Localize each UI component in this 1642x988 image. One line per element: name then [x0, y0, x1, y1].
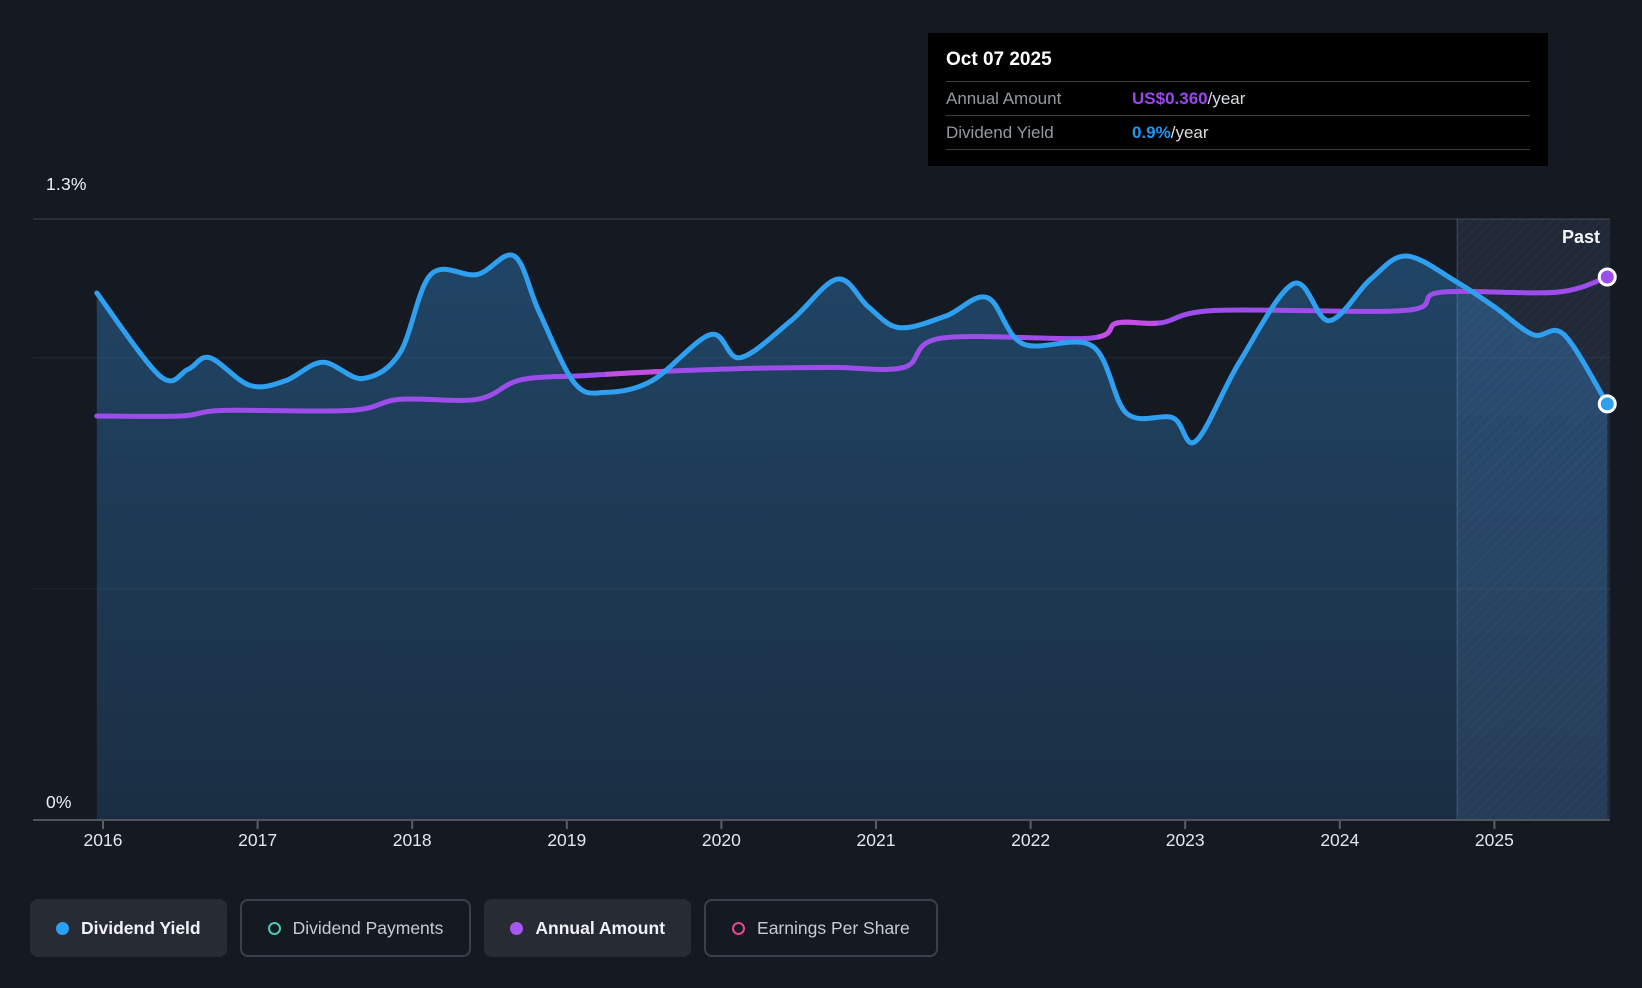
filled-dot-icon [56, 921, 69, 935]
tooltip-row-annual-amount: Annual Amount US$0.360/year [946, 82, 1530, 116]
chart-legend: Dividend Yield Dividend Payments Annual Am… [30, 899, 938, 957]
dividend-yield-line [94, 252, 1610, 446]
x-axis-label-2017: 2017 [238, 830, 278, 850]
legend-dividend-payments[interactable]: Dividend Payments [239, 899, 472, 957]
annual-amount-line [94, 274, 1610, 419]
tooltip-label: Annual Amount [946, 88, 1062, 108]
past-region-label: Past [1561, 227, 1600, 247]
x-axis-label-2018: 2018 [392, 830, 432, 850]
x-axis-label-2024: 2024 [1320, 830, 1360, 850]
dividend-yield-area-fill [96, 254, 1608, 821]
tooltip-value-suffix: /year [1170, 122, 1209, 142]
legend-label: Dividend Payments [292, 917, 444, 938]
tooltip-row-dividend-yield: Dividend Yield 0.9%/year [946, 116, 1530, 150]
tooltip-value-suffix: /year [1207, 88, 1246, 108]
hollow-dot-icon [732, 921, 746, 935]
tooltip-value: US$0.360 [1132, 88, 1208, 108]
tooltip-value: 0.9% [1132, 122, 1171, 142]
filled-dot-icon [510, 921, 524, 935]
x-axis-label-2021: 2021 [856, 830, 896, 850]
legend-label: Earnings Per Share [757, 917, 910, 938]
hollow-dot-icon [267, 921, 281, 935]
tooltip-date: Oct 07 2025 [946, 33, 1530, 82]
x-axis-label-2025: 2025 [1474, 830, 1514, 850]
x-axis-label-2019: 2019 [547, 830, 587, 850]
legend-earnings-per-share[interactable]: Earnings Per Share [704, 899, 938, 957]
endpoint-marker-dividend-yield [1597, 394, 1617, 414]
x-axis-label-2016: 2016 [83, 830, 123, 850]
tooltip-label: Dividend Yield [946, 122, 1054, 142]
past-region-hatch [1457, 219, 1610, 820]
legend-label: Dividend Yield [81, 917, 201, 938]
legend-dividend-yield[interactable]: Dividend Yield [30, 899, 227, 957]
y-axis-label-top: 1.3% [46, 174, 87, 194]
x-axis-label-2020: 2020 [701, 830, 741, 850]
legend-annual-amount[interactable]: Annual Amount [484, 899, 692, 957]
y-axis-label-zero: 0% [46, 792, 72, 812]
x-axis-label-2022: 2022 [1011, 830, 1051, 850]
x-axis-label-2023: 2023 [1165, 830, 1205, 850]
tooltip: Oct 07 2025 Annual Amount US$0.360/year … [928, 33, 1548, 166]
legend-label: Annual Amount [535, 917, 666, 938]
endpoint-marker-annual-amount [1597, 267, 1617, 287]
